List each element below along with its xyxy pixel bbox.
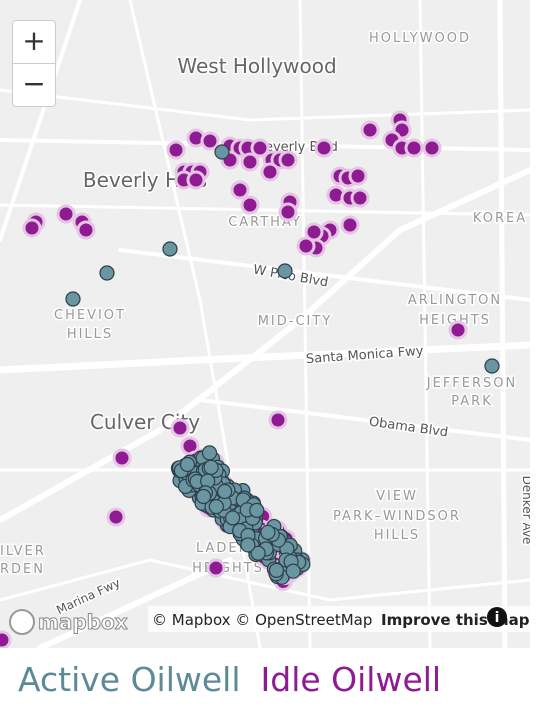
idle-well [230, 180, 250, 200]
idle-well [350, 188, 370, 208]
mapbox-logo[interactable]: mapbox [38, 610, 129, 635]
idle-well [240, 152, 260, 172]
improve-link[interactable]: Improve this map [381, 611, 530, 629]
idle-well [106, 507, 126, 527]
idle-well [76, 220, 96, 240]
legend-active: Active Oilwell [18, 660, 241, 699]
active-well [201, 445, 218, 461]
place-label: HILLS [67, 327, 113, 342]
info-button[interactable] [487, 607, 507, 627]
active-well [162, 241, 178, 257]
idle-well [296, 236, 316, 256]
active-well [484, 358, 500, 374]
idle-well [278, 150, 298, 170]
mapbox-logo-icon [9, 609, 35, 635]
idle-well [260, 162, 280, 182]
attribution-text: © Mapbox © OpenStreetMap [152, 611, 372, 629]
active-well [249, 502, 265, 518]
active-well [99, 265, 115, 281]
place-label: RDEN [0, 562, 45, 577]
place-label: ARLINGTON [408, 293, 502, 308]
idle-well [56, 204, 76, 224]
idle-well [404, 138, 424, 158]
idle-well [422, 138, 442, 158]
active-well [65, 291, 81, 307]
legend-idle: Idle Oilwell [260, 660, 442, 699]
place-label: PARK–WINDSOR [333, 509, 461, 524]
idle-well [200, 131, 220, 151]
active-well [179, 456, 196, 473]
idle-well [170, 418, 190, 438]
idle-well [186, 170, 206, 190]
place-label: VIEW [376, 489, 418, 504]
idle-well [166, 140, 186, 160]
idle-well [240, 195, 260, 215]
active-well [285, 563, 301, 579]
place-label: MID-CITY [258, 314, 333, 329]
active-well [240, 537, 256, 553]
place-label: ILVER [0, 544, 46, 559]
active-well [217, 483, 233, 500]
idle-well [448, 320, 468, 340]
attribution: mapbox © Mapbox © OpenStreetMap Improve … [9, 606, 530, 635]
active-well [214, 144, 230, 160]
active-well [225, 510, 241, 526]
legend: Active Oilwell Idle Oilwell [18, 660, 461, 699]
idle-well [360, 120, 380, 140]
place-label: HEIGHTS [419, 313, 491, 328]
place-label: HEIGHTS [192, 561, 264, 576]
place-label: CHEVIOT [54, 308, 126, 323]
active-well [250, 545, 266, 561]
zoom-out[interactable]: − [12, 63, 56, 107]
place-label: PARK [451, 394, 492, 409]
active-well [203, 459, 219, 475]
active-well [277, 263, 293, 279]
idle-well [0, 630, 12, 648]
idle-well [278, 202, 298, 222]
place-label: HOLLYWOOD [369, 31, 471, 46]
active-well [195, 488, 212, 505]
idle-well [112, 448, 132, 468]
active-well [208, 498, 224, 515]
zoom-in[interactable]: + [12, 20, 56, 64]
idle-well [348, 166, 368, 186]
place-label: HILLS [374, 528, 420, 543]
idle-well [340, 215, 360, 235]
idle-well [206, 558, 226, 578]
place-label: Denker Ave [520, 476, 530, 545]
idle-well [268, 410, 288, 430]
idle-well [250, 138, 270, 158]
wells [0, 110, 500, 648]
place-label: West Hollywood [177, 54, 336, 78]
attribution-background [148, 606, 530, 632]
active-well [268, 562, 285, 578]
place-label: KOREA [473, 211, 527, 226]
info-icon[interactable]: i [495, 610, 500, 626]
active-well [260, 524, 276, 540]
place-label: JEFFERSON [426, 376, 517, 391]
idle-well [314, 138, 334, 158]
idle-well [22, 218, 42, 238]
